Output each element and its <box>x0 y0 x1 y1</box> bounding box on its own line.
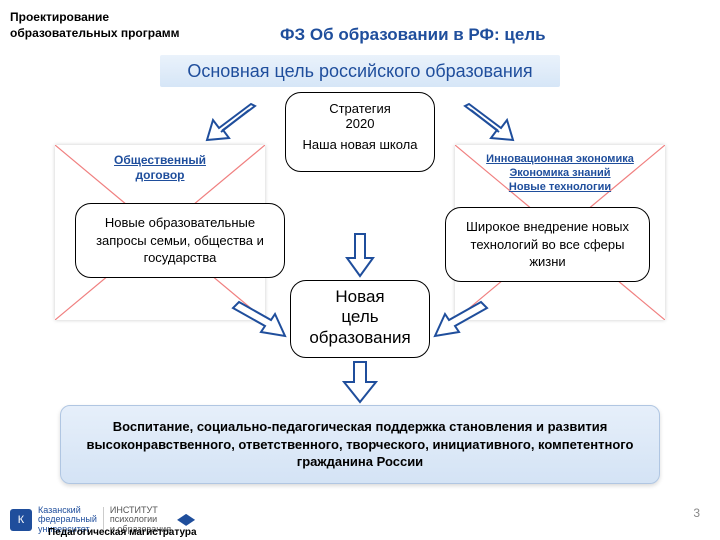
arrow-left-to-center-icon <box>225 300 295 350</box>
right-header-l1: Инновационная экономика <box>486 153 634 165</box>
page-number: 3 <box>693 506 700 520</box>
bottom-conclusion: Воспитание, социально-педагогическая под… <box>60 405 660 484</box>
main-banner: Основная цель российского образования <box>160 55 560 87</box>
right-panel: Инновационная экономика Экономика знаний… <box>455 145 665 320</box>
left-panel-box: Новые образовательные запросы семьи, общ… <box>75 203 285 278</box>
center-goal-l2: цель <box>291 307 429 327</box>
strategy-box: Стратегия 2020 Наша новая школа <box>285 92 435 172</box>
left-panel: Общественный договор Новые образовательн… <box>55 145 265 320</box>
strategy-line1: Стратегия <box>292 101 428 116</box>
arrow-down-big-icon <box>340 358 380 406</box>
page-title: ФЗ Об образовании в РФ: цель <box>280 25 546 45</box>
right-header-l2: Экономика знаний <box>509 167 610 179</box>
right-header-l3: Новые технологии <box>509 181 611 193</box>
center-goal-l1: Новая <box>291 287 429 307</box>
center-goal-box: Новая цель образования <box>290 280 430 358</box>
arrow-down-small-icon <box>343 230 377 280</box>
strategy-line3: Наша новая школа <box>292 137 428 152</box>
strategy-line2: 2020 <box>292 116 428 131</box>
right-panel-header: Инновационная экономика Экономика знаний… <box>455 153 665 194</box>
footer-program-label: Педагогическая магистратура <box>48 527 197 538</box>
graduation-hat-icon <box>177 514 195 526</box>
right-panel-box: Широкое внедрение новых технологий во вс… <box>445 207 650 282</box>
left-header-l1: Общественный <box>114 153 206 167</box>
center-goal-l3: образования <box>291 328 429 348</box>
left-header-l2: договор <box>136 168 185 182</box>
header-subtitle: Проектирование образовательных программ <box>10 10 190 41</box>
university-logo-icon: К <box>10 509 32 531</box>
left-panel-header: Общественный договор <box>55 153 265 183</box>
arrow-right-to-center-icon <box>425 300 495 350</box>
